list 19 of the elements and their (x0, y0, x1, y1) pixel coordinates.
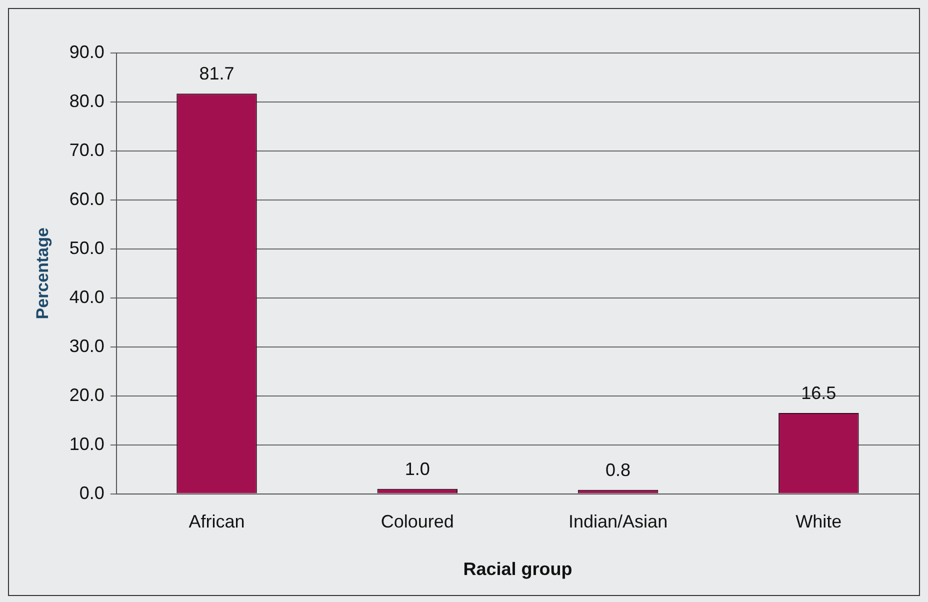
x-axis-title: Racial group (463, 559, 572, 580)
x-tick-label: African (188, 512, 245, 532)
x-tick-label: White (796, 512, 842, 532)
y-tick-label: 20.0 (69, 384, 104, 405)
y-axis-title: Percentage (32, 228, 52, 320)
data-label: 81.7 (199, 64, 234, 84)
y-tick-label: 90.0 (69, 42, 104, 62)
y-tick-label: 80.0 (69, 90, 104, 111)
data-label: 0.8 (606, 460, 631, 480)
y-tick-label: 10.0 (69, 434, 104, 454)
x-tick-label: Coloured (380, 512, 454, 532)
y-tick-label: 0.0 (79, 482, 104, 503)
y-tick-label: 50.0 (69, 238, 104, 258)
y-tick-label: 30.0 (69, 336, 104, 356)
data-label: 1.0 (404, 458, 430, 479)
y-tick-label: 40.0 (69, 286, 104, 307)
y-tick-label: 60.0 (69, 188, 104, 209)
y-tick-label: 70.0 (69, 140, 104, 160)
x-tick-label: Indian/Asian (568, 512, 668, 532)
